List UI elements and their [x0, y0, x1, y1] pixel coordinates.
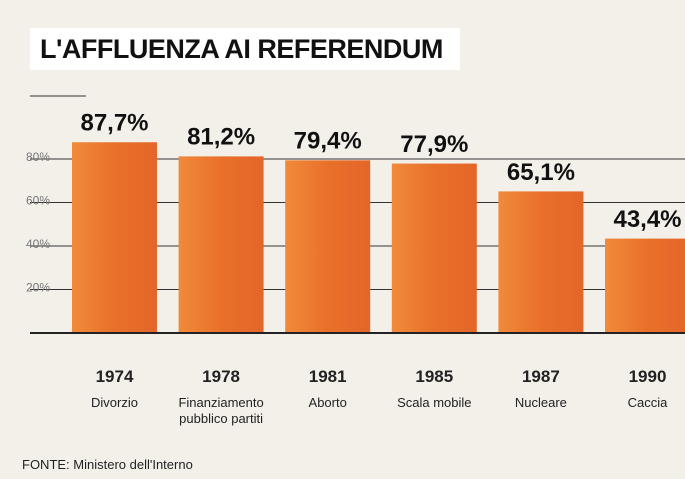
bar	[178, 156, 264, 333]
y-tick-label: 20%	[26, 281, 50, 295]
category-name: Scala mobile	[397, 395, 472, 410]
category-name: Divorzio	[91, 395, 138, 410]
bar	[605, 238, 685, 333]
category-name: Caccia	[627, 395, 668, 410]
y-tick-label: 60%	[26, 194, 50, 208]
y-tick-label: 80%	[26, 150, 50, 164]
category-name: Aborto	[308, 395, 347, 410]
chart-title: L'AFFLUENZA AI REFERENDUM	[30, 28, 460, 70]
value-label: 81,2%	[187, 124, 255, 151]
x-tick-label: 1981	[308, 367, 347, 386]
x-tick-label: 1987	[521, 367, 560, 386]
source: FONTE: Ministero dell'Interno	[22, 457, 193, 472]
value-label: 77,9%	[400, 131, 468, 158]
category-name: Finanziamento pubblico partiti	[178, 395, 264, 426]
y-tick-label: 40%	[26, 237, 50, 251]
value-label: 87,7%	[80, 110, 148, 137]
bar	[285, 160, 371, 333]
value-label: 79,4%	[294, 128, 362, 155]
bar	[498, 191, 584, 333]
x-tick-label: 1990	[628, 367, 667, 386]
category-name: Nucleare	[514, 395, 567, 410]
bar	[391, 163, 477, 333]
x-tick-label: 1985	[415, 367, 454, 386]
x-tick-label: 1974	[95, 367, 134, 386]
x-tick-label: 1978	[202, 367, 240, 386]
value-label: 65,1%	[507, 159, 575, 186]
bar	[72, 142, 157, 333]
value-label: 43,4%	[613, 206, 681, 233]
